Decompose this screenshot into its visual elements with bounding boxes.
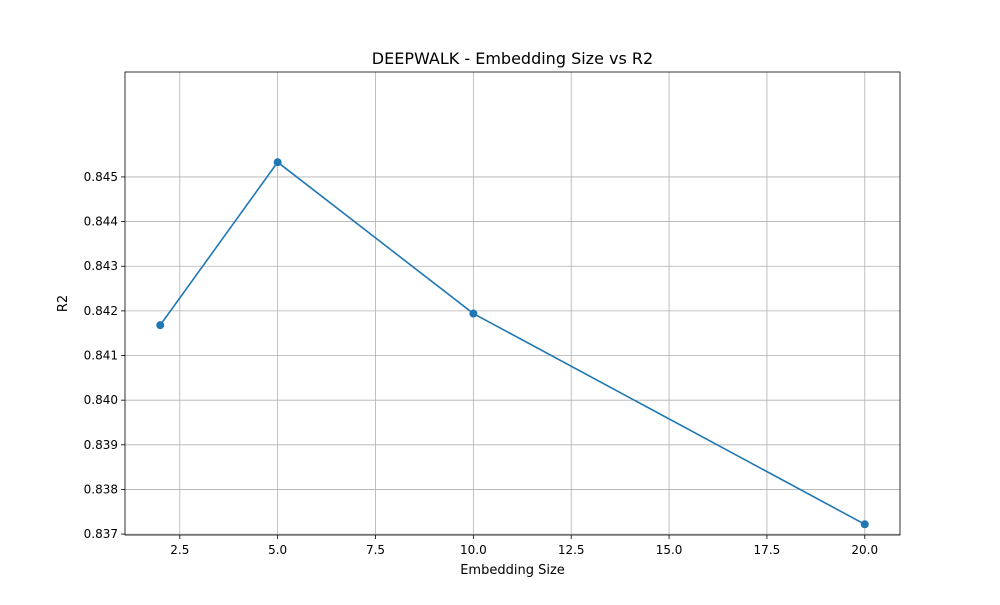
plot-area-frame: [124, 71, 901, 536]
y-tick-label: 0.841: [84, 349, 118, 363]
series-line: [159, 161, 866, 525]
y-tick-label: 0.842: [84, 304, 118, 318]
ticks: 2.5 5.0 7.5 10.0 12.5 15.0 17.5 20.0 0.837 0.838 0…: [84, 170, 878, 557]
grid: [125, 72, 900, 535]
data-point: [156, 321, 165, 330]
data-point: [273, 158, 282, 167]
y-tick-label: 0.838: [84, 482, 118, 496]
x-tick-label: 15.0: [656, 543, 683, 557]
x-axis-label: Embedding Size: [460, 563, 565, 578]
y-axis-label: R2: [56, 295, 71, 312]
y-tick-label: 0.843: [84, 259, 118, 273]
x-tick-label: 20.0: [851, 543, 878, 557]
y-tick-label: 0.840: [84, 393, 118, 407]
x-tick-label: 17.5: [754, 543, 781, 557]
x-tick-label: 2.5: [170, 543, 189, 557]
y-tick-label: 0.837: [84, 527, 118, 541]
x-tick-label: 5.0: [268, 543, 287, 557]
series-layer: [156, 158, 869, 529]
y-tick-label: 0.845: [84, 170, 118, 184]
y-tick-label: 0.839: [84, 438, 118, 452]
y-tick-label: 0.844: [84, 215, 118, 229]
x-tick-label: 12.5: [558, 543, 585, 557]
chart-title: DEEPWALK - Embedding Size vs R2: [372, 49, 653, 68]
x-tick-label: 7.5: [366, 543, 385, 557]
x-tick-label: 10.0: [460, 543, 487, 557]
data-point: [860, 520, 869, 529]
data-point: [469, 309, 478, 318]
